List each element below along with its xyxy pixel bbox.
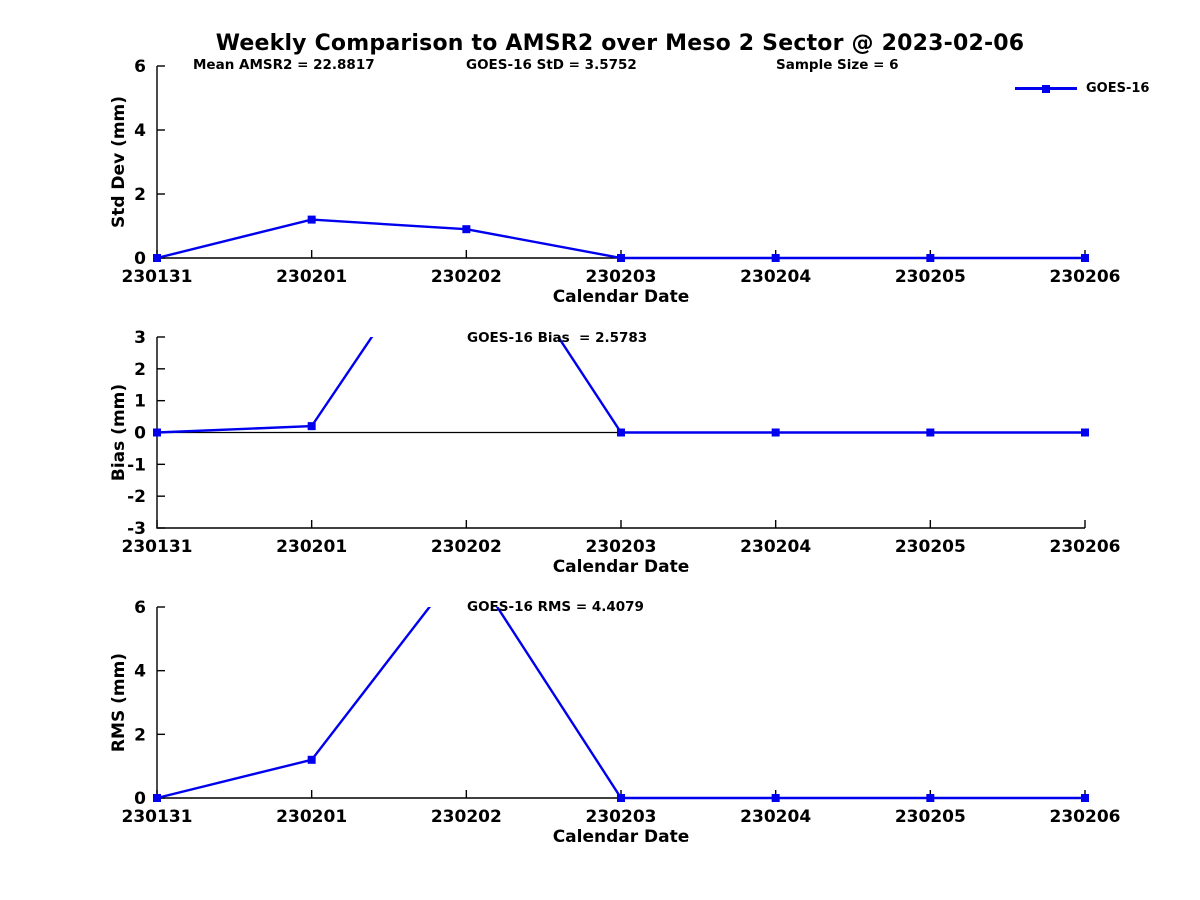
y-axis-title: Bias (mm) [109,384,129,481]
x-tick-label: 230203 [586,807,657,827]
x-tick-label: 230205 [895,807,966,827]
x-tick-label: 230201 [276,807,347,827]
x-axis-title: Calendar Date [553,827,690,847]
x-tick-label: 230206 [1050,267,1121,287]
y-tick-label: -3 [127,519,146,539]
x-tick-label: 230201 [276,267,347,287]
data-point-marker [1081,254,1089,262]
y-tick-label: 4 [134,121,146,141]
y-tick-label: 2 [134,360,146,380]
y-axis-title: RMS (mm) [109,653,129,752]
data-point-marker [771,428,780,437]
x-tick-label: 230131 [122,807,193,827]
x-tick-label: 230131 [122,267,193,287]
legend: GOES-16 [1015,81,1149,96]
legend-square-marker-icon [1042,84,1050,93]
y-tick-label: 3 [134,328,146,348]
x-tick-label: 230204 [740,537,811,557]
x-tick-label: 230206 [1050,807,1121,827]
x-tick-label: 230204 [740,267,811,287]
x-tick-label: 230205 [895,267,966,287]
y-tick-label: 6 [134,57,146,77]
data-point-marker [307,755,316,764]
y-axis-title: Std Dev (mm) [109,96,129,228]
data-point-marker [153,794,161,802]
x-axis-title: Calendar Date [553,287,690,307]
axis-line [156,607,1085,799]
data-point-marker [307,215,316,224]
data-point-marker [926,254,935,262]
annotation-goes16-bias: GOES-16 Bias = 2.5783 [467,330,648,346]
x-tick-label: 230202 [431,807,502,827]
data-point-marker [771,254,780,262]
y-tick-label: 4 [134,662,146,682]
annotation-goes16-std: GOES-16 StD = 3.5752 [466,57,637,73]
axis-line [156,66,1085,259]
data-point-marker [771,794,780,802]
x-tick-label: 230206 [1050,537,1121,557]
data-point-marker [462,225,471,234]
y-tick-label: -1 [127,455,146,475]
x-tick-label: 230204 [740,807,811,827]
x-tick-label: 230202 [431,537,502,557]
data-point-marker [926,428,935,437]
data-point-marker [153,428,161,437]
y-tick-label: 0 [134,789,146,809]
legend-label: GOES-16 [1086,81,1150,96]
data-point-marker [617,428,625,437]
annotation-sample-size: Sample Size = 6 [776,57,899,73]
y-tick-label: 0 [134,249,146,269]
legend-line-icon [1015,84,1077,93]
x-tick-label: 230203 [586,537,657,557]
annotation-mean-amsr2: Mean AMSR2 = 22.8817 [193,57,375,73]
data-point-marker [1081,428,1089,437]
y-tick-label: 1 [134,392,146,412]
y-tick-label: 0 [134,424,146,444]
x-axis-title: Calendar Date [553,557,690,577]
data-point-marker [307,422,316,431]
data-point-marker [926,794,935,802]
data-point-marker [617,254,625,262]
x-tick-label: 230202 [431,267,502,287]
annotation-goes16-rms: GOES-16 RMS = 4.4079 [467,599,644,615]
figure-title: Weekly Comparison to AMSR2 over Meso 2 S… [215,31,1025,56]
x-tick-label: 230201 [276,537,347,557]
y-tick-label: 2 [134,725,146,745]
y-tick-label: 2 [134,185,146,205]
data-point-marker [617,794,625,802]
x-tick-label: 230131 [122,537,193,557]
data-point-marker [153,254,161,262]
data-line [156,607,1085,800]
data-point-marker [1081,794,1089,802]
x-tick-label: 230203 [586,267,657,287]
data-line [156,337,1085,434]
x-tick-label: 230205 [895,537,966,557]
y-tick-label: -2 [127,487,146,507]
y-tick-label: 6 [134,598,146,618]
